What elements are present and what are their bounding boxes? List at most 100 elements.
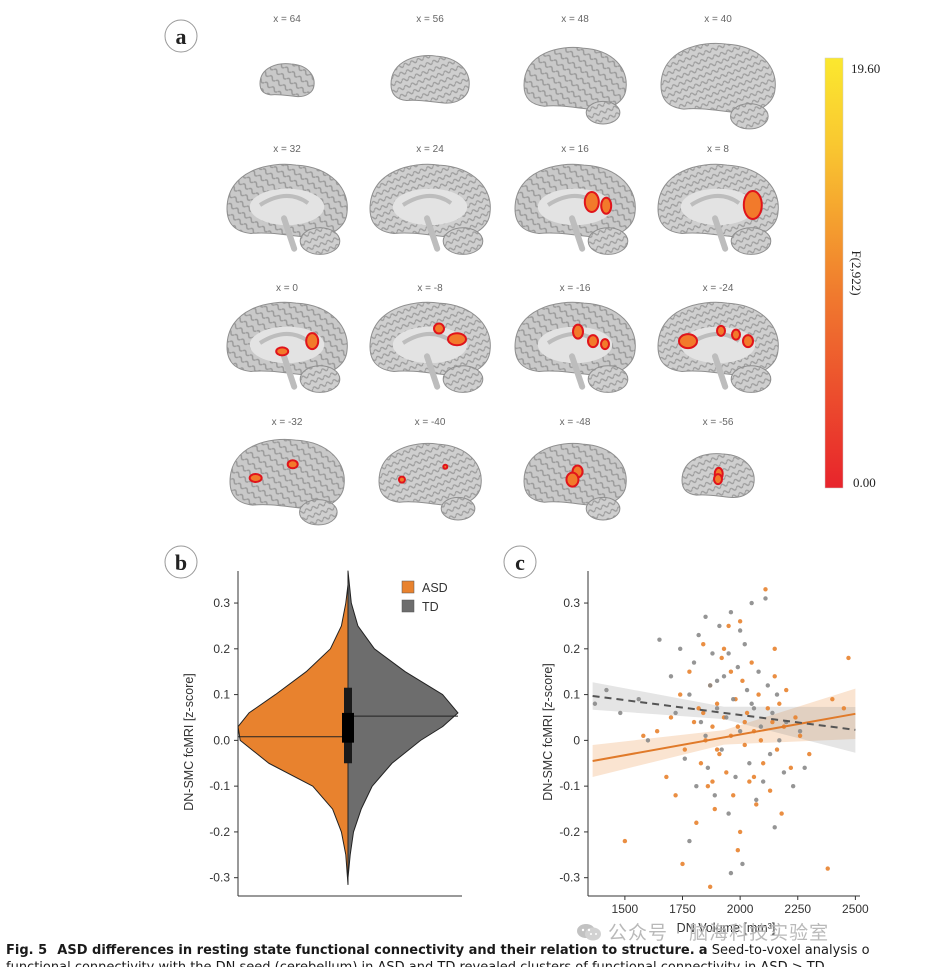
- brainstem: [281, 353, 298, 390]
- activation-cluster: [583, 190, 600, 213]
- brain-cortex: [660, 42, 776, 114]
- scatter-point-td: [698, 719, 704, 725]
- slice-label: x = -32: [272, 417, 303, 428]
- scatter-point-asd: [731, 793, 736, 798]
- scatter-point-asd: [788, 765, 794, 771]
- activation-cluster: [286, 459, 299, 470]
- brainstem: [712, 353, 729, 390]
- scatter-point-asd: [825, 866, 830, 871]
- scatter-point-td: [687, 838, 692, 844]
- white-matter: [392, 188, 468, 226]
- scatter-y-tick-label: 0.3: [563, 596, 580, 610]
- brainstem: [712, 215, 729, 252]
- legend-swatch-td: [401, 599, 415, 613]
- activation-cluster: [275, 346, 290, 357]
- caption-panel-ref: a: [698, 943, 708, 958]
- slice-label: x = -56: [703, 417, 734, 428]
- scatter-point-asd: [735, 724, 741, 729]
- activation-cluster: [731, 328, 741, 341]
- brain-slice: x = 48: [523, 14, 627, 125]
- legend-label-asd: ASD: [422, 581, 448, 595]
- scatter-point-td: [754, 797, 759, 803]
- activation-cluster: [447, 332, 467, 347]
- brainstem: [424, 215, 441, 252]
- scatter-point-td: [678, 646, 683, 652]
- colorbar-max: 19.60: [851, 61, 880, 76]
- scatter-point-asd: [641, 733, 646, 738]
- scatter-point-asd: [760, 761, 766, 766]
- scatter-point-asd: [737, 619, 743, 624]
- activation-cluster: [600, 196, 613, 215]
- activation-cluster: [587, 334, 599, 349]
- scatter-point-asd: [696, 706, 701, 711]
- slice-label: x = -48: [560, 417, 591, 428]
- scatter-point-asd: [701, 710, 706, 716]
- scatter-point-td: [749, 600, 754, 606]
- scatter-x-tick-label: 2250: [784, 902, 811, 916]
- scatter-point-td: [717, 623, 722, 629]
- activation-cluster: [305, 332, 320, 351]
- svg-text:c: c: [515, 550, 525, 575]
- scatter-point-asd: [735, 848, 741, 853]
- scatter-point-td: [774, 692, 780, 697]
- scatter-point-td: [714, 706, 720, 711]
- cerebellum: [442, 365, 484, 393]
- white-matter: [680, 188, 756, 226]
- scatter-point-asd: [767, 788, 773, 793]
- scatter-point-td: [747, 761, 752, 766]
- scatter-point-td: [765, 683, 770, 688]
- caption-body: Seed-to-voxel analysis o: [711, 943, 870, 958]
- watermark-text: 公众号 · 脑海科技实验室: [608, 922, 830, 944]
- scatter-point-asd: [740, 678, 745, 684]
- scatter-point-td: [733, 774, 738, 780]
- legend-label-td: TD: [422, 600, 439, 614]
- activation-cluster: [716, 324, 726, 337]
- scatter-point-asd: [654, 729, 660, 734]
- brain-slice: x = 24: [369, 144, 491, 255]
- scatter-point-asd: [668, 715, 674, 720]
- scatter-point-asd: [765, 706, 770, 711]
- scatter-point-td: [751, 706, 757, 711]
- panel-b-label: b: [164, 545, 198, 579]
- violin-y-tick-label: 0.2: [213, 642, 230, 656]
- figure-caption: Fig. 5 ASD differences in resting state …: [6, 943, 928, 958]
- scatter-point-asd: [707, 884, 713, 890]
- scatter-point-td: [710, 651, 715, 656]
- brainstem: [281, 215, 298, 252]
- scatter-point-asd: [714, 747, 720, 752]
- scatter-point-asd: [754, 802, 759, 807]
- scatter-point-td: [691, 660, 697, 665]
- scatter-x-tick-label: 2500: [842, 902, 869, 916]
- scatter-point-td: [703, 614, 708, 619]
- scatter-point-asd: [691, 719, 697, 725]
- slice-label: x = 48: [561, 14, 589, 25]
- activation-cluster: [572, 323, 584, 340]
- slice-label: x = 56: [416, 14, 444, 25]
- corpus-callosum: [258, 193, 310, 207]
- scatter-point-td: [728, 609, 734, 615]
- scatter-point-td: [604, 687, 609, 693]
- caption-fig-number: Fig. 5: [6, 943, 48, 958]
- scatter-point-asd: [749, 660, 754, 665]
- activation-cluster: [442, 463, 449, 470]
- brainstem: [424, 353, 441, 390]
- wechat-icon: [577, 924, 601, 941]
- scatter-point-asd: [737, 829, 743, 835]
- scatter-point-asd: [777, 701, 782, 706]
- scatter-point-asd: [830, 696, 835, 702]
- scatter-point-asd: [728, 669, 734, 674]
- violin-y-tick-label: -0.1: [209, 779, 230, 793]
- caption-title: ASD differences in resting state functio…: [57, 943, 695, 958]
- scatter-ylabel: DN-SMC fcMRI [z-score]: [541, 663, 555, 801]
- slice-label: x = -24: [703, 283, 734, 294]
- brainstem: [569, 353, 586, 390]
- scatter-point-td: [696, 632, 701, 638]
- brain-slice: x = -8: [369, 283, 491, 393]
- activation-cluster: [565, 471, 580, 488]
- scatter-point-asd: [774, 747, 780, 752]
- scatter-point-asd: [712, 806, 717, 812]
- brain-slice: x = 16: [514, 144, 636, 255]
- violin-half-td: [347, 570, 459, 879]
- colorbar-min: 0.00: [853, 475, 876, 490]
